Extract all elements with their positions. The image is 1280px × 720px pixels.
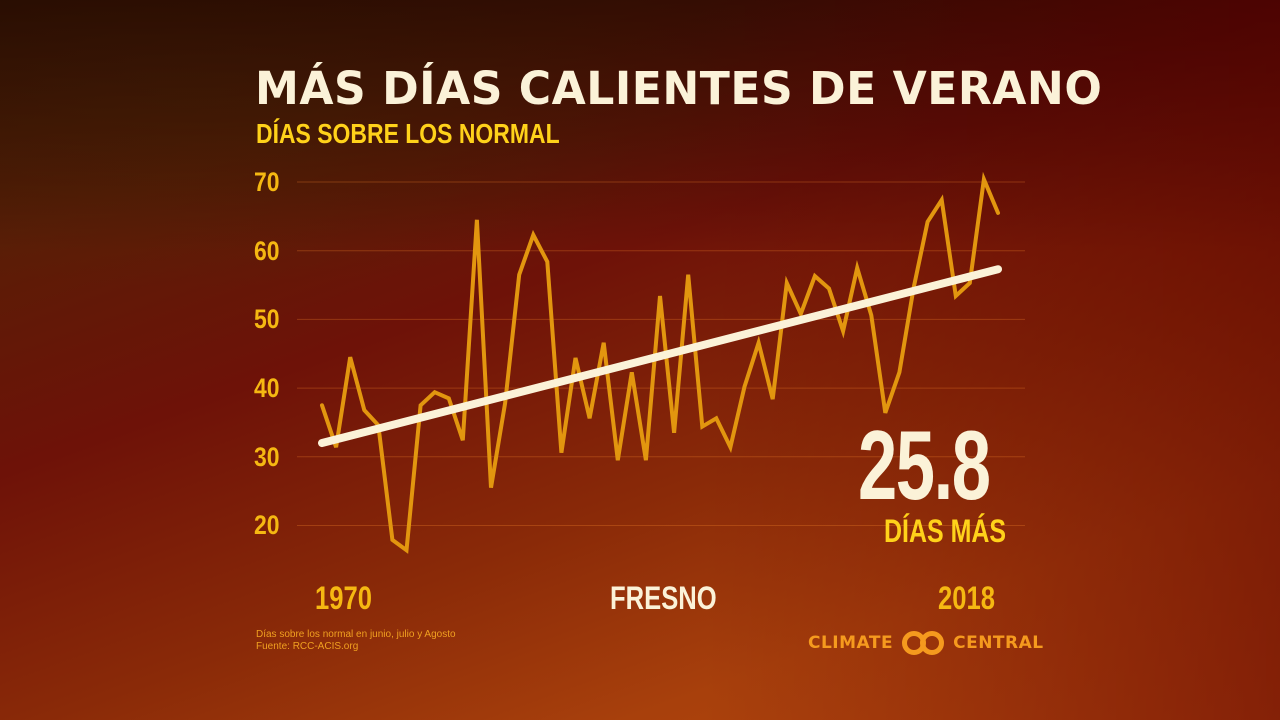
y-tick-60: 60 xyxy=(254,236,280,266)
logo-text-left: CLIMATE xyxy=(808,633,894,653)
stat-value: 25.8 xyxy=(858,410,991,520)
footnote-description: Días sobre los normal en junio, julio y … xyxy=(256,629,456,640)
footnote: Días sobre los normal en junio, julio y … xyxy=(256,629,456,653)
climate-central-logo: CLIMATE CENTRAL xyxy=(808,630,1044,656)
chart-subtitle: DÍAS SOBRE LOS NORMAL xyxy=(256,118,560,149)
city-label: FRESNO xyxy=(610,580,717,616)
y-tick-40: 40 xyxy=(254,373,280,403)
footnote-source: Fuente: RCC-ACIS.org xyxy=(256,641,359,652)
y-tick-20: 20 xyxy=(254,510,280,540)
logo-text-right: CENTRAL xyxy=(953,633,1044,653)
chart-title: MÁS DÍAS CALIENTES DE VERANO xyxy=(255,62,1103,115)
stat-label: DÍAS MÁS xyxy=(884,513,1007,549)
x-axis-end-year: 2018 xyxy=(938,580,995,616)
trend-line xyxy=(318,265,1002,448)
y-tick-50: 50 xyxy=(254,304,280,334)
series-line xyxy=(320,171,1000,554)
y-tick-70: 70 xyxy=(254,167,280,197)
x-axis-start-year: 1970 xyxy=(315,580,372,616)
y-tick-30: 30 xyxy=(254,442,280,472)
interlocking-rings-icon xyxy=(902,631,945,655)
